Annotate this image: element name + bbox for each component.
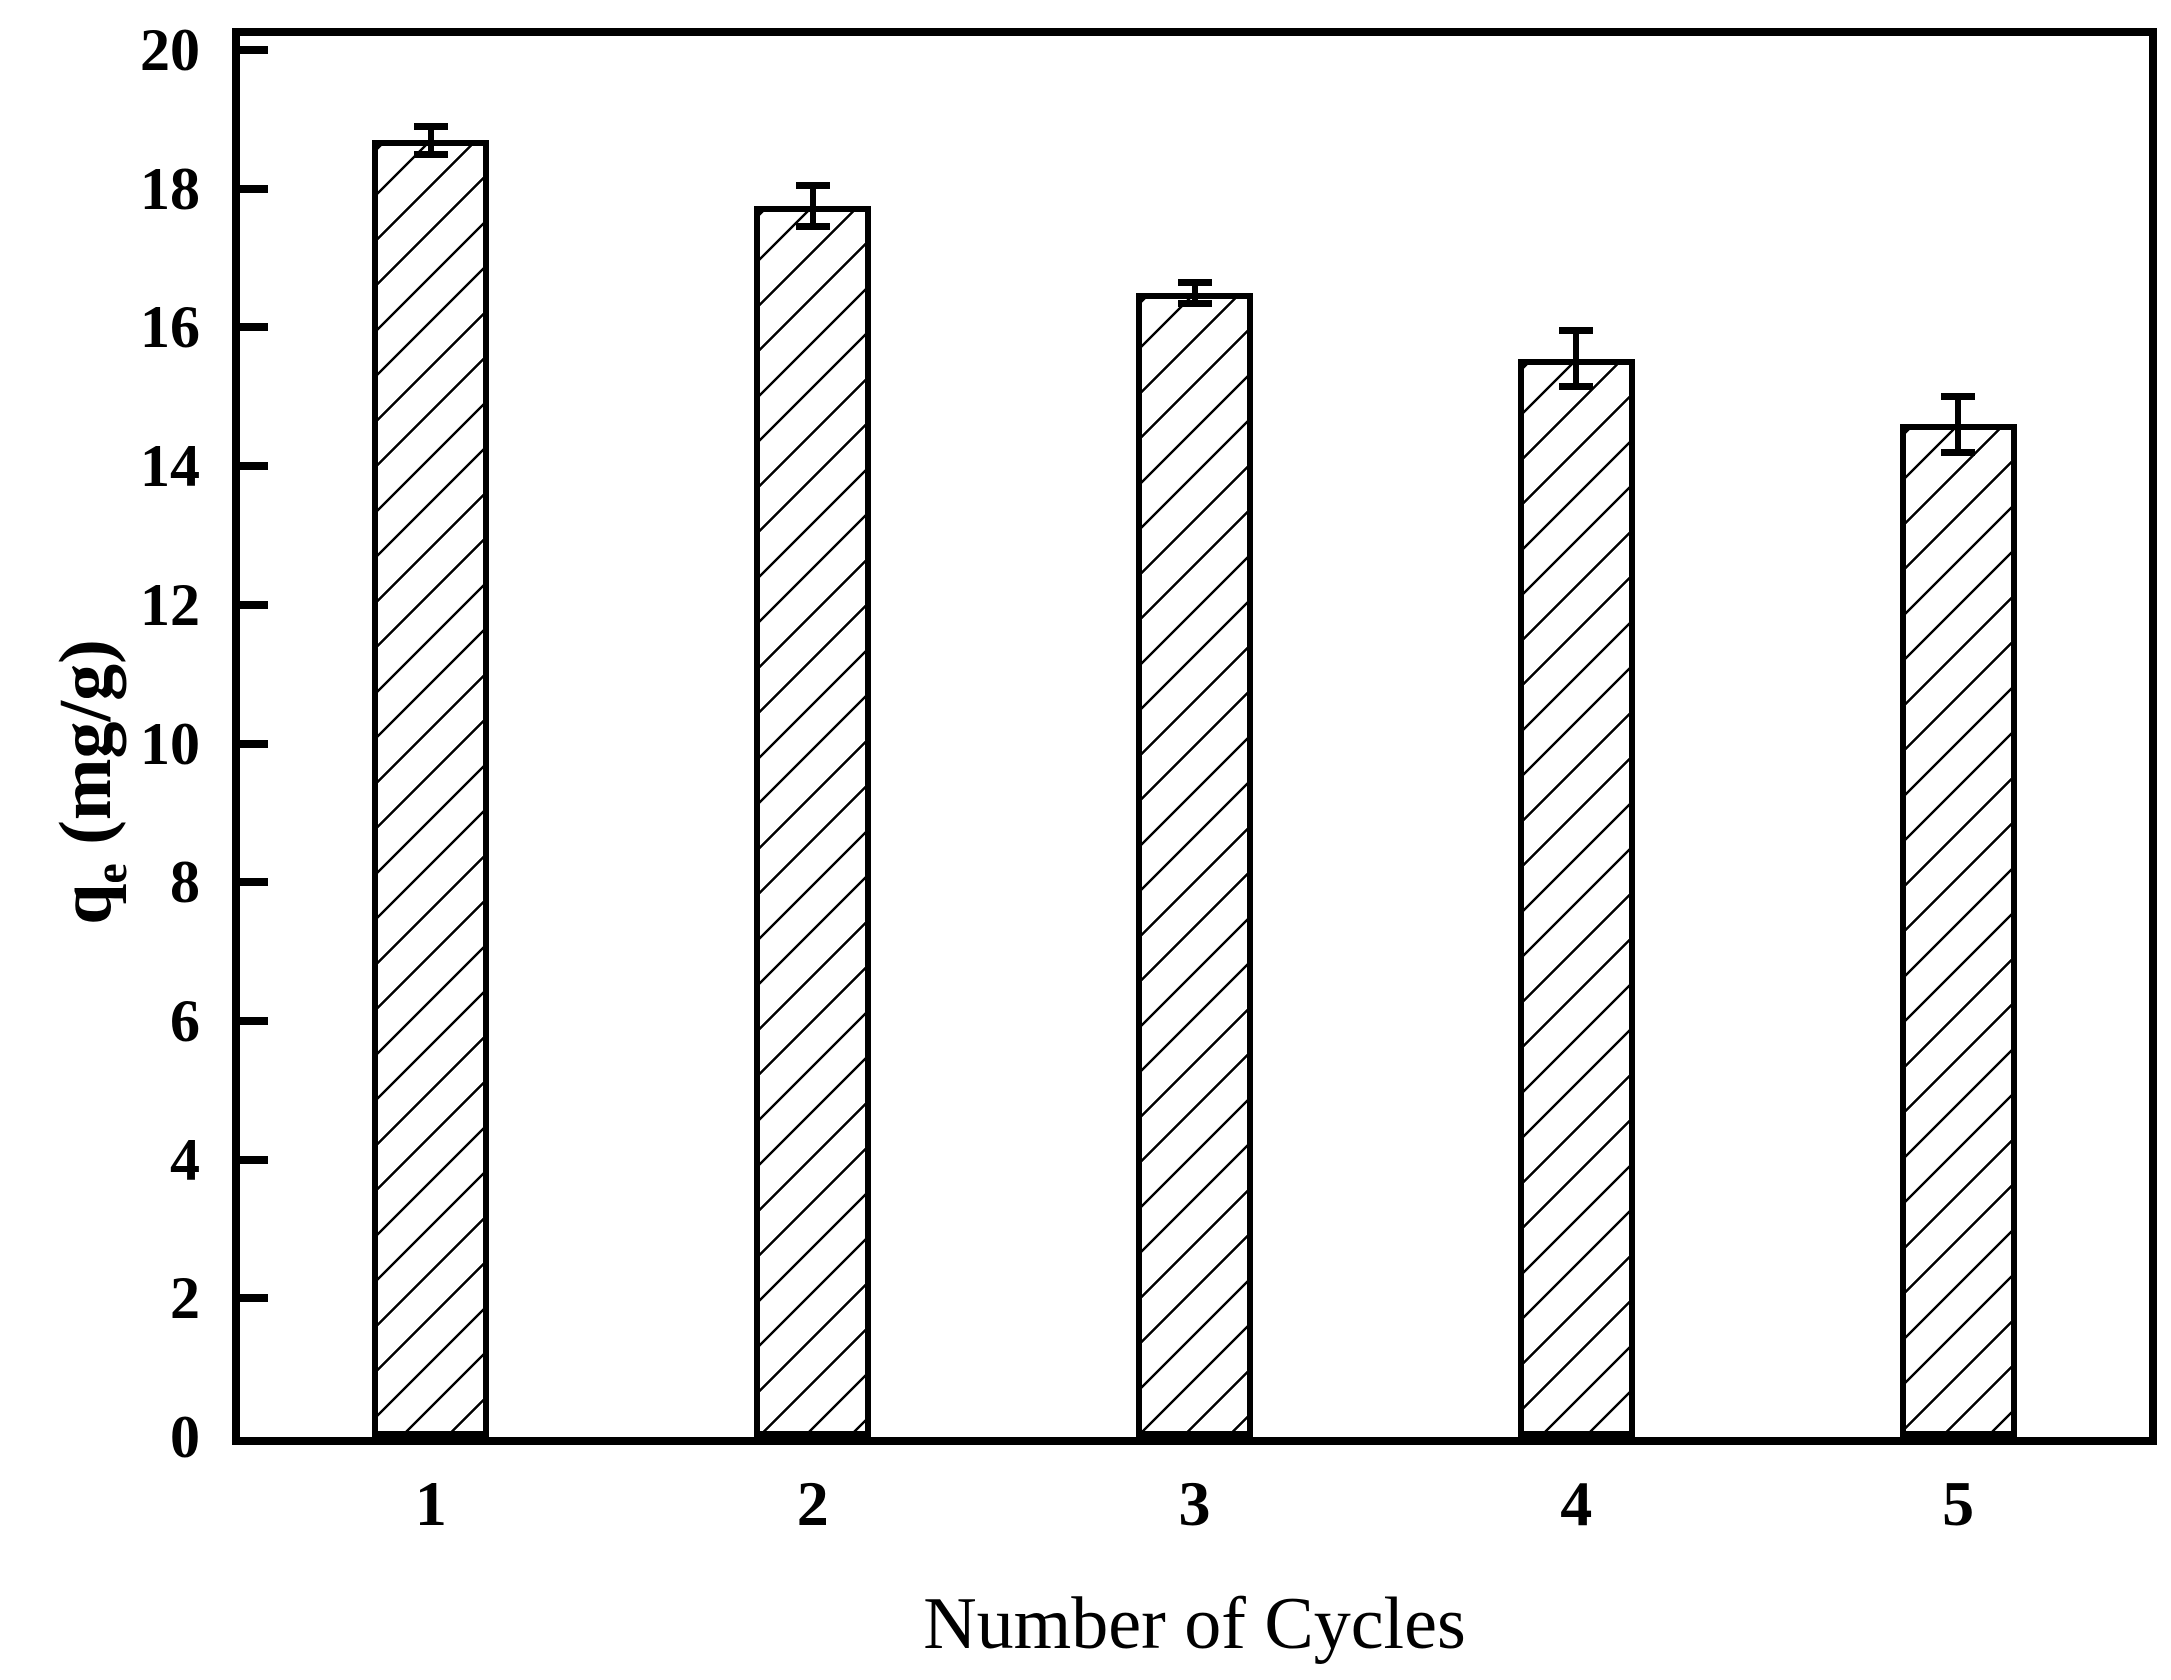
error-bar-stem-1 [427, 126, 434, 155]
bar-cycle-5 [1899, 424, 2017, 1437]
y-axis-title-units: (mg/g) [45, 639, 127, 845]
bar-cycle-3 [1136, 292, 1253, 1437]
y-tick-18 [240, 184, 268, 193]
y-axis-title-subscript: e [84, 863, 136, 884]
error-bar-cap-bottom-5 [1941, 448, 1976, 456]
x-tick-label-5: 5 [1942, 1468, 1975, 1539]
y-tick-16 [240, 323, 268, 332]
y-tick-label-4: 4 [170, 1126, 200, 1193]
y-tick-2 [240, 1294, 268, 1303]
error-bar-cap-bottom-4 [1559, 382, 1594, 390]
error-bar-cap-bottom-1 [413, 150, 448, 158]
x-tick-label-1: 1 [414, 1468, 447, 1539]
y-tick-label-6: 6 [170, 987, 200, 1054]
plot-area [232, 28, 2157, 1445]
error-bar-cap-top-1 [413, 122, 448, 130]
y-tick-label-16: 16 [140, 294, 200, 361]
error-bar-stem-2 [809, 185, 816, 227]
x-tick-label-3: 3 [1178, 1468, 1211, 1539]
error-bar-cap-top-4 [1559, 327, 1594, 335]
y-tick-label-10: 10 [140, 710, 200, 777]
y-tick-label-20: 20 [140, 17, 200, 83]
bar-cycle-2 [754, 206, 872, 1437]
y-tick-6 [240, 1016, 268, 1025]
error-bar-cap-top-3 [1177, 278, 1212, 286]
x-tick-label-4: 4 [1560, 1468, 1593, 1539]
y-tick-4 [240, 1155, 268, 1164]
y-tick-label-12: 12 [140, 571, 200, 638]
error-bar-stem-4 [1573, 330, 1580, 387]
y-tick-label-2: 2 [170, 1265, 200, 1332]
bar-cycle-1 [372, 140, 490, 1437]
y-tick-label-8: 8 [170, 849, 200, 916]
y-tick-label-18: 18 [140, 155, 200, 222]
y-tick-8 [240, 878, 268, 887]
error-bar-cap-bottom-3 [1177, 299, 1212, 307]
y-axis-title-base: q [45, 883, 127, 925]
y-tick-10 [240, 739, 268, 748]
y-tick-14 [240, 462, 268, 471]
x-axis-title: Number of Cycles [923, 1583, 1466, 1665]
y-tick-12 [240, 600, 268, 609]
bar-cycle-4 [1517, 358, 1635, 1437]
y-tick-label-0: 0 [170, 1404, 200, 1470]
error-bar-cap-bottom-2 [795, 223, 830, 231]
y-axis-title: qe (mg/g) [44, 639, 136, 925]
y-tick-20 [240, 46, 268, 54]
error-bar-stem-3 [1191, 282, 1198, 304]
x-tick-label-2: 2 [796, 1468, 829, 1539]
y-tick-label-14: 14 [140, 433, 200, 500]
error-bar-cap-top-2 [795, 181, 830, 189]
error-bar-stem-5 [1955, 396, 1962, 453]
error-bar-cap-top-5 [1941, 393, 1976, 401]
